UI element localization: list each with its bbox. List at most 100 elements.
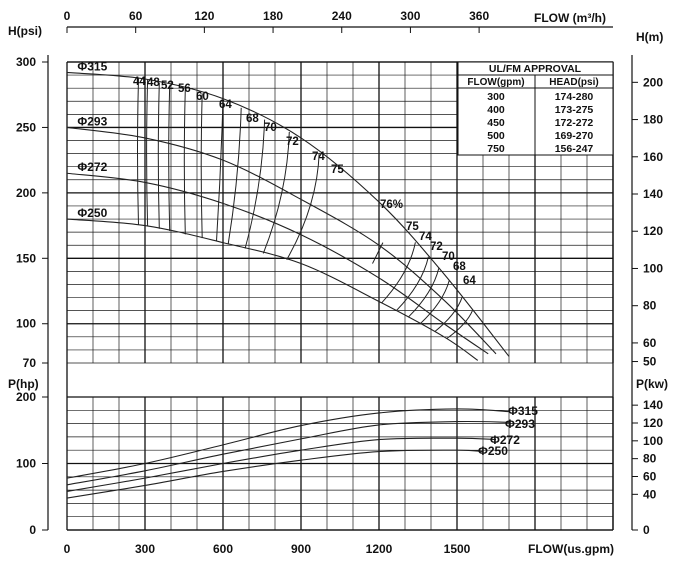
right-power-tick-label: 120 [643,416,663,430]
left-power-tick-label: 0 [29,523,36,537]
head-curve-label: Φ272 [77,160,107,174]
power-curve-line [66,449,484,499]
approval-table-cell: 172-272 [555,117,594,129]
approval-table: UL/FM APPROVAL FLOW(gpm) HEAD(psi) 300 1… [457,61,614,156]
efficiency-line [183,89,186,235]
efficiency-label: 48 [147,77,160,89]
right-power-tick-label: 140 [643,398,663,412]
bottom-axis-tick-label: 600 [213,542,233,556]
efficiency-line [395,256,429,312]
approval-table-header-flow: FLOW(gpm) [467,77,524,88]
power-curve-label: Φ272 [490,433,520,447]
right-power-tick-label: 40 [643,487,657,501]
efficiency-label: 70 [264,122,277,134]
efficiency-line [446,310,474,340]
efficiency-label: 72 [430,241,443,253]
power-curve-line [66,437,497,492]
right-head-tick-label: 100 [643,261,663,275]
right-head-tick-label: 140 [643,187,663,201]
efficiency-line [419,280,450,325]
efficiency-label: 68 [246,113,259,125]
left-power-tick-label: 100 [16,457,36,471]
bottom-axis-tick-label: 1200 [366,542,393,556]
right-power-tick-label: 100 [643,434,663,448]
efficiency-line [407,268,440,318]
efficiency-label: 75 [406,221,419,233]
power-curve-line [66,408,510,479]
approval-table-cell: 174-280 [555,91,594,103]
efficiency-label: 75 [331,164,344,176]
right-head-tick-label: 200 [643,75,663,89]
head-curve-line [66,172,489,355]
head-curve-label: Φ250 [77,206,107,220]
left-head-axis-label: H(psi) [8,24,42,38]
top-axis-tick-label: 360 [469,9,489,23]
right-head-tick-label: 120 [643,224,663,238]
efficiency-line [434,296,463,333]
left-head-tick-label: 300 [16,55,36,69]
right-power-tick-label: 60 [643,469,657,483]
approval-table-cell: 173-275 [555,104,594,116]
right-head-axis-label: H(m) [636,30,663,44]
efficiency-line [200,93,203,239]
chart-curves [66,71,510,499]
left-power-tick-label: 200 [16,390,36,404]
efficiency-label: 64 [463,275,476,287]
right-power-tick-label: 0 [643,523,650,537]
bottom-flow-axis-label: FLOW(us.gpm) [528,542,614,556]
efficiency-label: 76% [380,199,403,211]
efficiency-label: 52 [161,80,174,92]
right-head-tick-label: 180 [643,113,663,127]
approval-table-cell: 400 [487,104,505,116]
power-curve-label: Φ293 [505,417,535,431]
approval-table-cell: 300 [487,91,505,103]
efficiency-label: 44 [133,76,146,88]
efficiency-line [286,152,320,260]
efficiency-label: 72 [286,136,299,148]
efficiency-label: 64 [219,99,232,111]
right-head-tick-label: 50 [643,355,657,369]
bottom-axis-tick-label: 300 [135,542,155,556]
approval-table-header-head: HEAD(psi) [549,77,598,88]
efficiency-line [262,131,290,254]
efficiency-line [146,79,149,227]
head-curve-label: Φ315 [77,59,107,73]
power-curve-label: Φ250 [478,444,508,458]
right-power-axis-label: P(kw) [636,377,668,391]
efficiency-line [216,98,224,242]
right-power-tick-label: 80 [643,452,657,466]
bottom-axis-tick-label: 900 [291,542,311,556]
chart-labels: 0 60 120 180 240 300 360 0 300 600 900 1200 1500 300 2… [16,9,663,556]
efficiency-line [381,242,416,304]
efficiency-line [372,242,384,264]
top-axis-tick-label: 120 [194,9,214,23]
power-curve-label: Φ315 [508,404,538,418]
top-axis-tick-label: 60 [129,9,143,23]
top-flow-axis-label: FLOW (m³/h) [534,11,606,25]
efficiency-label: 60 [196,91,209,103]
bottom-axis-tick-label: 1500 [444,542,471,556]
head-curve-line [66,218,479,361]
efficiency-label: 56 [178,83,191,95]
efficiency-line [244,119,266,249]
top-axis-tick-label: 300 [400,9,420,23]
left-head-tick-label: 200 [16,186,36,200]
left-head-tick-label: 100 [16,317,36,331]
top-axis-tick-label: 240 [332,9,352,23]
efficiency-label: 68 [453,261,466,273]
left-head-tick-label: 70 [23,356,37,370]
approval-table-title: UL/FM APPROVAL [489,63,582,75]
approval-table-cell: 169-270 [555,130,594,142]
efficiency-line [137,78,139,226]
top-axis-tick-label: 180 [263,9,283,23]
right-head-tick-label: 160 [643,150,663,164]
efficiency-line [157,82,160,229]
efficiency-label: 70 [442,251,455,263]
approval-table-cell: 500 [487,130,505,142]
right-head-tick-label: 60 [643,336,657,350]
approval-table-cell: 450 [487,117,505,129]
left-head-tick-label: 250 [16,120,36,134]
right-head-tick-label: 80 [643,299,657,313]
approval-table-cell: 156-247 [555,143,594,155]
